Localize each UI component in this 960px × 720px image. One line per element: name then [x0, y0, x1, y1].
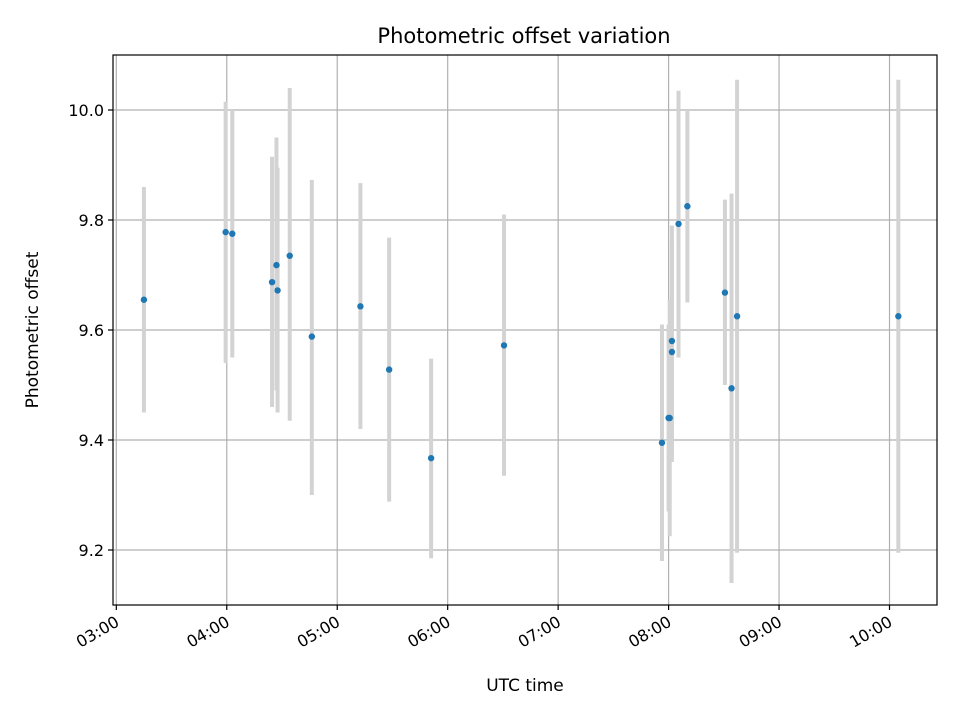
data-point: [668, 348, 676, 356]
x-tick-label: 05:00: [294, 612, 343, 652]
x-tick-label: 03:00: [73, 612, 122, 652]
y-tick-label: 10.0: [68, 101, 104, 120]
chart-title: Photometric offset variation: [377, 24, 670, 48]
data-point: [728, 385, 735, 392]
x-axis: 03:00 04:00 05:00 06:00 07:00 08:00 09:00 10:00: [73, 605, 896, 652]
grid: [113, 55, 937, 605]
y-axis-label: Photometric offset: [23, 251, 43, 408]
data-point: [385, 366, 393, 373]
y-tick-label: 9.2: [79, 541, 104, 560]
y-tick-label: 9.8: [79, 211, 104, 230]
x-tick-label: 09:00: [736, 612, 785, 652]
data-point: [229, 230, 236, 237]
data-point: [286, 252, 293, 259]
x-tick-label: 06:00: [404, 612, 453, 652]
data-point: [500, 342, 508, 349]
data-point: [666, 414, 673, 422]
x-axis-label: UTC time: [486, 676, 564, 696]
data-point: [274, 287, 281, 294]
x-tick-label: 07:00: [515, 612, 564, 652]
x-tick-label: 08:00: [625, 612, 674, 652]
data-point: [427, 454, 435, 462]
data-points: [140, 203, 902, 462]
error-bars: [141, 79, 901, 583]
data-point: [658, 439, 666, 446]
data-point: [721, 289, 729, 296]
data-point: [675, 220, 682, 228]
y-tick-label: 9.6: [79, 321, 104, 340]
data-point: [140, 296, 148, 303]
data-point: [357, 303, 364, 310]
data-point: [733, 313, 741, 320]
data-point: [222, 228, 229, 236]
data-point: [895, 313, 902, 320]
y-axis: 9.2 9.4 9.6 9.8 10.0: [68, 101, 113, 560]
x-tick-label: 04:00: [183, 612, 232, 652]
y-tick-label: 9.4: [79, 431, 104, 450]
x-tick-label: 10:00: [846, 612, 895, 652]
data-point: [668, 337, 676, 345]
data-point: [684, 203, 691, 210]
data-point: [308, 333, 316, 340]
data-point: [268, 278, 276, 286]
data-point: [273, 261, 280, 269]
